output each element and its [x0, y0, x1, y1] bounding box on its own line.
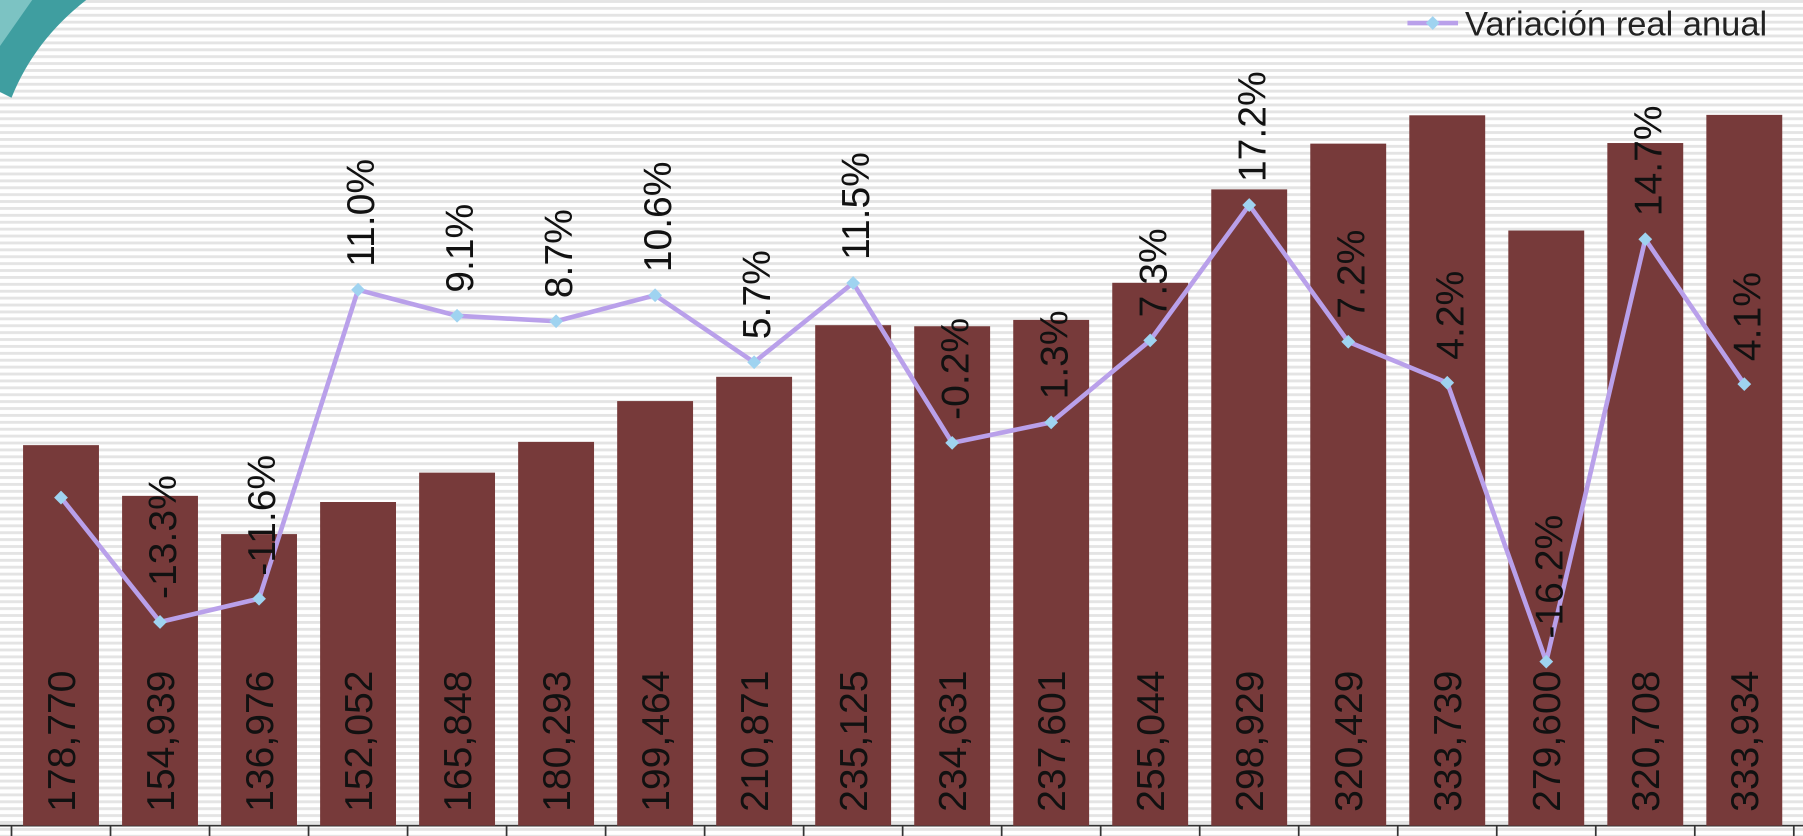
bar: [518, 441, 595, 826]
line-label: 1.3%: [1033, 310, 1076, 399]
bar: [914, 326, 991, 826]
bar: [419, 472, 496, 826]
line-marker: [1242, 198, 1257, 212]
bar-label: 237,601: [1031, 671, 1074, 812]
bar: [1706, 114, 1783, 826]
bar-label: 279,600: [1526, 671, 1569, 812]
line-label: 5.7%: [736, 250, 779, 339]
line-label: 10.6%: [637, 161, 680, 272]
bar-label: 255,044: [1130, 671, 1173, 812]
line-marker: [747, 355, 762, 370]
bar-label: 333,739: [1427, 671, 1470, 812]
line-label: 14.7%: [1627, 105, 1670, 216]
bar: [1508, 230, 1585, 826]
bar: [1112, 282, 1189, 826]
bar-label: 320,708: [1625, 671, 1668, 812]
line-label: 17.2%: [1231, 71, 1274, 182]
bar-label: 136,976: [239, 671, 282, 812]
line-label: -16.2%: [1528, 515, 1571, 639]
line-marker: [648, 288, 663, 303]
line-label: 7.3%: [1132, 228, 1175, 317]
line-marker: [450, 308, 464, 323]
line-label: 7.2%: [1330, 230, 1373, 319]
bar-label: 234,631: [932, 671, 975, 812]
line-marker: [1440, 375, 1455, 390]
bar: [1310, 143, 1387, 826]
line: [59, 202, 1747, 664]
bar: [617, 401, 694, 826]
bar: [23, 445, 99, 826]
line-label: -13.3%: [142, 475, 185, 599]
bar: [1211, 189, 1288, 826]
bar: [320, 502, 397, 826]
line-marker: [1737, 377, 1752, 392]
bar-label: 210,871: [734, 671, 777, 812]
bar-label: 165,848: [437, 671, 480, 812]
line-label: 4.1%: [1726, 272, 1769, 361]
bar-label: 333,934: [1724, 671, 1767, 812]
bar-label: 154,939: [140, 671, 183, 812]
line-marker: [351, 282, 365, 297]
line-label: 9.1%: [439, 204, 482, 293]
decoration: [0, 0, 33, 47]
line-label: -11.6%: [241, 455, 284, 576]
line-marker: [846, 276, 861, 290]
bar-label: 178,770: [41, 671, 84, 812]
legend-label: Variación real anual: [1465, 6, 1767, 44]
line-label: 4.2%: [1429, 271, 1472, 360]
bar-label: 152,052: [338, 671, 381, 812]
bar: [1409, 115, 1486, 826]
line-label: 8.7%: [538, 209, 581, 298]
decoration: [0, 0, 87, 98]
bar: [1607, 143, 1684, 826]
bar-label: 298,929: [1229, 671, 1272, 812]
line-marker: [549, 314, 563, 329]
bar: [716, 376, 793, 826]
line-label: 11.5%: [835, 152, 878, 260]
bar-label: 320,429: [1328, 671, 1371, 812]
bar-label: 199,464: [635, 671, 678, 812]
bar: [221, 534, 297, 826]
legend: Variación real anual: [1407, 6, 1767, 44]
bar-label: 235,125: [833, 671, 876, 812]
bar-label: 180,293: [536, 671, 579, 812]
bar: [815, 325, 892, 826]
line-label: 11.0%: [340, 159, 383, 267]
line-label: -0.2%: [934, 318, 977, 420]
bar: [122, 495, 198, 826]
